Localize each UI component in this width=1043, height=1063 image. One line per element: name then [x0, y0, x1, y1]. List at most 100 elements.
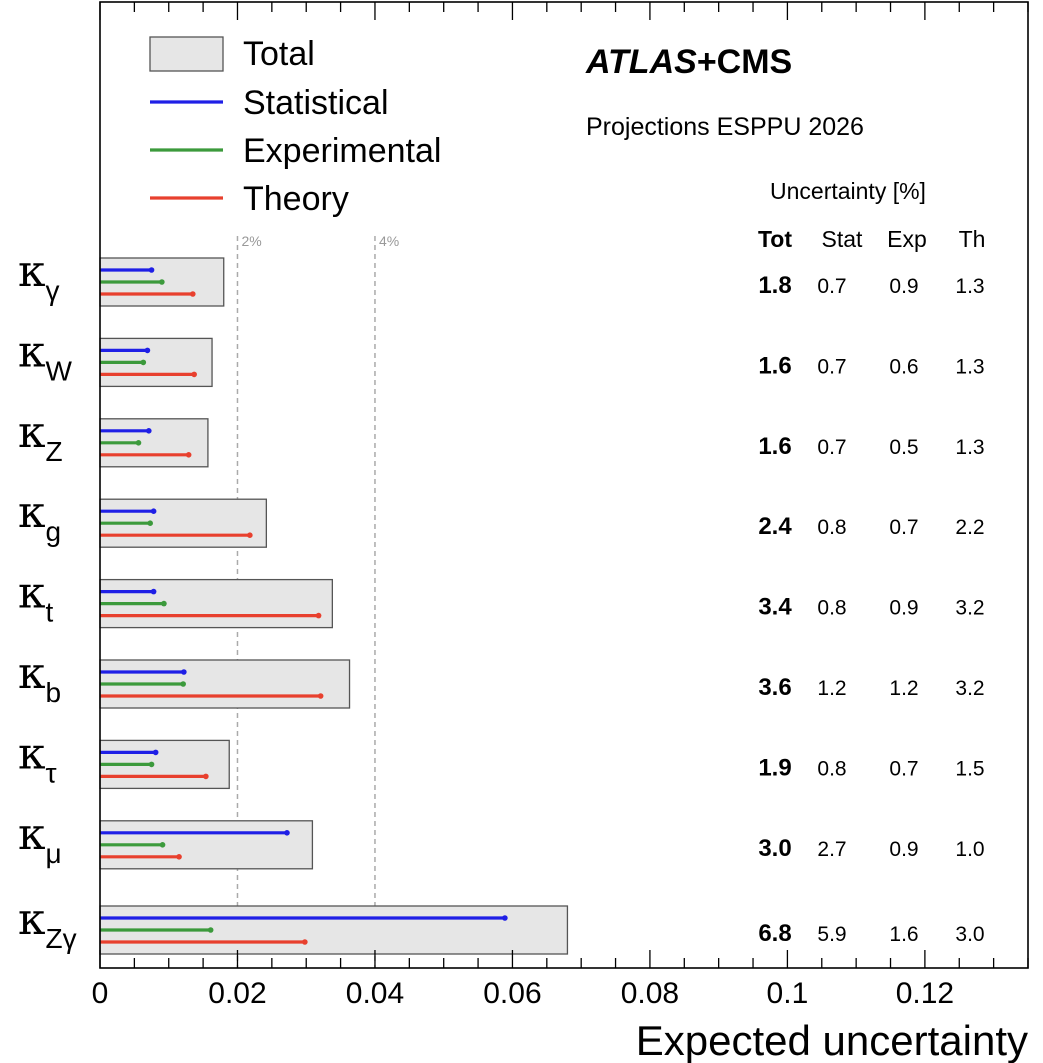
row-4: κt 3.4 0.8 0.9 3.2	[18, 568, 985, 629]
kappa-subscript: Z	[46, 436, 63, 467]
category-label: κτ	[18, 728, 57, 788]
legend-label: Statistical	[243, 84, 389, 122]
experiment-header: ATLAS+CMS	[585, 43, 792, 81]
statistical-bar-cap	[150, 588, 157, 595]
table-cell-total: 2.4	[758, 513, 792, 540]
statistical-bar-cap	[146, 428, 152, 434]
kappa-symbol: κ	[18, 648, 46, 699]
x-axis-label: Expected uncertainty	[636, 1017, 1028, 1063]
table-cell-total: 3.6	[758, 674, 791, 701]
theory-bar-cap	[302, 939, 308, 945]
row-3: κg 2.4 0.8 0.7 2.2	[18, 487, 985, 548]
experimental-bar-cap	[161, 600, 167, 607]
kappa-symbol: κ	[18, 728, 46, 779]
x-tick-label: 0.04	[346, 977, 404, 1010]
kappa-symbol: κ	[18, 809, 46, 860]
legend-label: Total	[243, 35, 315, 73]
kappa-symbol: κ	[18, 894, 46, 945]
x-tick-label: 0.02	[208, 977, 266, 1010]
experimental-bar-cap	[135, 440, 142, 446]
kappa-subscript: μ	[46, 838, 62, 869]
table-cell-total: 1.6	[758, 352, 791, 379]
kappa-symbol: κ	[18, 568, 46, 619]
reference-line-label-1: 4%	[379, 233, 399, 249]
table-cell: 0.7	[889, 516, 918, 539]
table-cell: 5.9	[817, 923, 846, 946]
row-0: κγ 1.8 0.7 0.9 1.3	[18, 246, 985, 307]
legend: Total Statistical Experimental Theory	[149, 35, 441, 218]
table-cell: 0.7	[889, 757, 918, 780]
table-cell: 0.7	[817, 436, 846, 459]
table-cell: 1.2	[889, 677, 918, 700]
legend-total-swatch	[149, 36, 224, 72]
table-cell: 1.3	[955, 355, 984, 378]
table-header-cell: Stat	[822, 226, 864, 252]
kappa-subscript: γ	[46, 275, 60, 306]
legend-label: Theory	[243, 180, 349, 218]
x-tick-label: 0	[92, 977, 109, 1010]
statistical-bar-cap	[284, 830, 290, 836]
table-cell-total: 1.6	[758, 433, 791, 460]
statistical-bar-cap	[144, 347, 151, 354]
table-cell-total: 3.4	[758, 594, 792, 621]
subheader: Projections ESPPU 2026	[586, 113, 864, 141]
kappa-subscript: b	[46, 677, 62, 708]
experimental-bar-cap	[159, 842, 166, 848]
theory-bar-cap	[191, 371, 197, 378]
table-cell: 1.0	[955, 838, 984, 861]
table-cell: 1.3	[955, 436, 984, 459]
reference-line-label-0: 2%	[241, 233, 261, 249]
table-cell: 0.8	[817, 597, 846, 620]
row-8: κZγ 6.8 5.9 1.6 3.0	[18, 894, 985, 955]
table-cell: 0.8	[817, 757, 846, 780]
table-cell-total: 3.0	[758, 835, 791, 862]
table-cell-total: 1.8	[758, 272, 791, 299]
statistical-bar-cap	[502, 915, 508, 921]
category-label: κt	[18, 568, 54, 628]
kappa-subscript: τ	[46, 757, 57, 788]
table-cell: 0.7	[817, 355, 846, 378]
row-5: κb 3.6 1.2 1.2 3.2	[18, 648, 985, 709]
theory-bar-cap	[176, 854, 182, 860]
theory-bar-cap	[247, 532, 253, 538]
theory-bar-cap	[185, 452, 192, 458]
statistical-bar-cap	[181, 669, 187, 675]
table-cell-total: 1.9	[758, 754, 791, 781]
table-cell: 3.2	[955, 597, 984, 620]
statistical-bar-cap	[148, 267, 155, 273]
category-label: κg	[18, 487, 61, 547]
experimental-bar-cap	[147, 520, 153, 526]
experimental-bar-cap	[207, 927, 214, 933]
table-cell: 1.6	[889, 923, 918, 946]
statistical-bar-cap	[152, 749, 159, 756]
table-header-cell: Exp	[887, 226, 927, 252]
theory-bar-cap	[203, 773, 209, 780]
table-cell: 1.2	[817, 677, 846, 700]
experimental-bar-cap	[180, 681, 186, 687]
theory-bar-cap	[317, 693, 324, 699]
row-7: κμ 3.0 2.7 0.9 1.0	[18, 809, 985, 870]
table-cell: 0.8	[817, 516, 846, 539]
row-1: κW 1.6 0.7 0.6 1.3	[18, 326, 985, 388]
theory-bar-cap	[315, 612, 322, 619]
category-label: κW	[18, 326, 73, 386]
table-cell: 3.2	[955, 677, 984, 700]
category-label: κb	[18, 648, 61, 708]
table-header-cell: Th	[959, 226, 986, 252]
statistical-bar-cap	[150, 508, 157, 514]
row-2: κZ 1.6 0.7 0.5 1.3	[18, 407, 985, 468]
row-6: κτ 1.9 0.8 0.7 1.5	[18, 728, 985, 790]
table-cell: 3.0	[955, 923, 984, 946]
kappa-subscript: g	[46, 516, 62, 547]
table-cell: 0.9	[889, 597, 918, 620]
x-tick-label: 0.1	[767, 977, 809, 1010]
table-cell: 1.5	[955, 757, 984, 780]
x-tick-label: 0.08	[621, 977, 679, 1010]
kappa-symbol: κ	[18, 246, 46, 297]
table-cell: 0.7	[817, 275, 846, 298]
category-label: κγ	[18, 246, 60, 306]
kappa-symbol: κ	[18, 326, 46, 377]
legend-label: Experimental	[243, 132, 441, 170]
table-cell: 1.3	[955, 275, 984, 298]
